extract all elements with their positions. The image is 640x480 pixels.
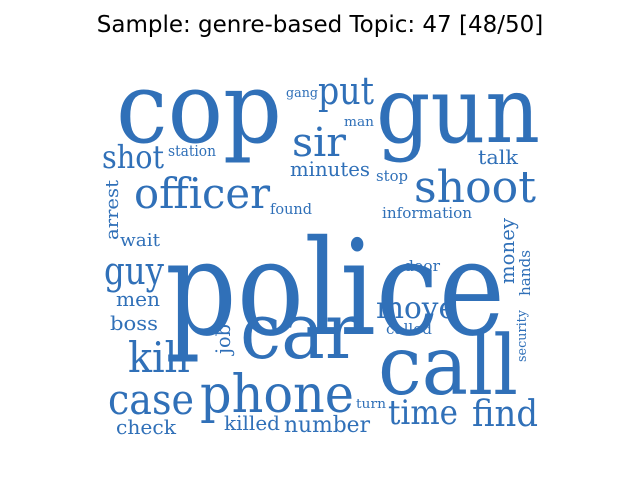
word-police: police: [165, 212, 505, 366]
word-security: security: [515, 309, 530, 362]
word-number: number: [284, 413, 370, 438]
word-guy: guy: [104, 249, 164, 293]
word-minutes: minutes: [290, 157, 370, 181]
word-car: car: [240, 287, 361, 377]
word-check: check: [116, 415, 177, 439]
word-turn: turn: [356, 397, 387, 412]
word-hands: hands: [516, 250, 534, 296]
word-cop: cop: [116, 52, 282, 166]
word-time: time: [388, 393, 458, 433]
word-man: man: [344, 115, 375, 130]
word-sir: sir: [292, 120, 347, 166]
word-phone: phone: [200, 365, 354, 425]
word-case: case: [108, 375, 194, 424]
word-money: money: [495, 217, 519, 284]
word-men: men: [116, 287, 160, 311]
word-officer: officer: [134, 169, 271, 218]
word-kill: kill: [128, 333, 190, 382]
word-gang: gang: [286, 86, 318, 101]
word-called: called: [386, 320, 432, 338]
word-find: find: [472, 394, 538, 435]
word-boss: boss: [110, 311, 158, 335]
word-station: station: [168, 142, 216, 160]
word-door: door: [404, 257, 441, 275]
page-title: Sample: genre-based Topic: 47 [48/50]: [96, 12, 544, 38]
word-killed: killed: [224, 411, 280, 435]
word-found: found: [270, 200, 312, 218]
word-job: job: [211, 324, 235, 356]
word-move: move: [376, 291, 456, 326]
word-shot: shot: [102, 138, 164, 176]
word-arrest: arrest: [102, 179, 123, 240]
word-gun: gun: [376, 57, 540, 164]
word-put: put: [318, 69, 374, 113]
word-stop: stop: [376, 167, 408, 185]
word-shoot: shoot: [414, 162, 536, 213]
word-information: information: [382, 204, 472, 222]
word-talk: talk: [478, 145, 519, 169]
word-wait: wait: [120, 230, 161, 251]
word-call: call: [378, 319, 518, 414]
